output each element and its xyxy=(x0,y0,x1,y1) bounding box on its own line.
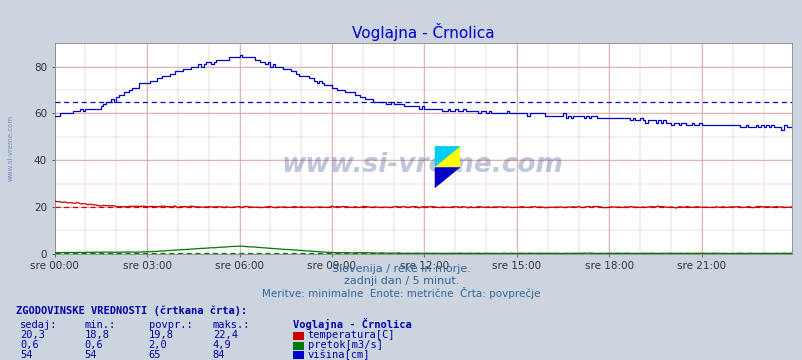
Text: 84: 84 xyxy=(213,350,225,360)
Text: temperatura[C]: temperatura[C] xyxy=(307,330,395,341)
Text: Slovenija / reke in morje.: Slovenija / reke in morje. xyxy=(332,264,470,274)
Text: 18,8: 18,8 xyxy=(84,330,109,341)
Text: 20,3: 20,3 xyxy=(20,330,45,341)
Text: višina[cm]: višina[cm] xyxy=(307,350,370,360)
Text: 22,4: 22,4 xyxy=(213,330,237,341)
Text: 4,9: 4,9 xyxy=(213,340,231,350)
Text: 65: 65 xyxy=(148,350,161,360)
Text: zadnji dan / 5 minut.: zadnji dan / 5 minut. xyxy=(343,276,459,287)
Text: 0,6: 0,6 xyxy=(20,340,38,350)
Text: www.si-vreme.com: www.si-vreme.com xyxy=(7,114,14,181)
Text: Meritve: minimalne  Enote: metrične  Črta: povprečje: Meritve: minimalne Enote: metrične Črta:… xyxy=(262,287,540,299)
Polygon shape xyxy=(434,146,460,167)
Text: 2,0: 2,0 xyxy=(148,340,167,350)
Text: maks.:: maks.: xyxy=(213,320,250,330)
Text: Voglajna - Črnolica: Voglajna - Črnolica xyxy=(293,318,411,330)
Text: ZGODOVINSKE VREDNOSTI (črtkana črta):: ZGODOVINSKE VREDNOSTI (črtkana črta): xyxy=(16,305,247,316)
Text: www.si-vreme.com: www.si-vreme.com xyxy=(282,152,564,178)
Text: 0,6: 0,6 xyxy=(84,340,103,350)
Text: min.:: min.: xyxy=(84,320,115,330)
Title: Voglajna - Črnolica: Voglajna - Črnolica xyxy=(351,23,494,41)
Text: 54: 54 xyxy=(84,350,97,360)
Polygon shape xyxy=(434,146,460,167)
Text: povpr.:: povpr.: xyxy=(148,320,192,330)
Polygon shape xyxy=(434,167,460,188)
Text: sedaj:: sedaj: xyxy=(20,320,58,330)
Text: pretok[m3/s]: pretok[m3/s] xyxy=(307,340,382,350)
Text: 19,8: 19,8 xyxy=(148,330,173,341)
Text: 54: 54 xyxy=(20,350,33,360)
